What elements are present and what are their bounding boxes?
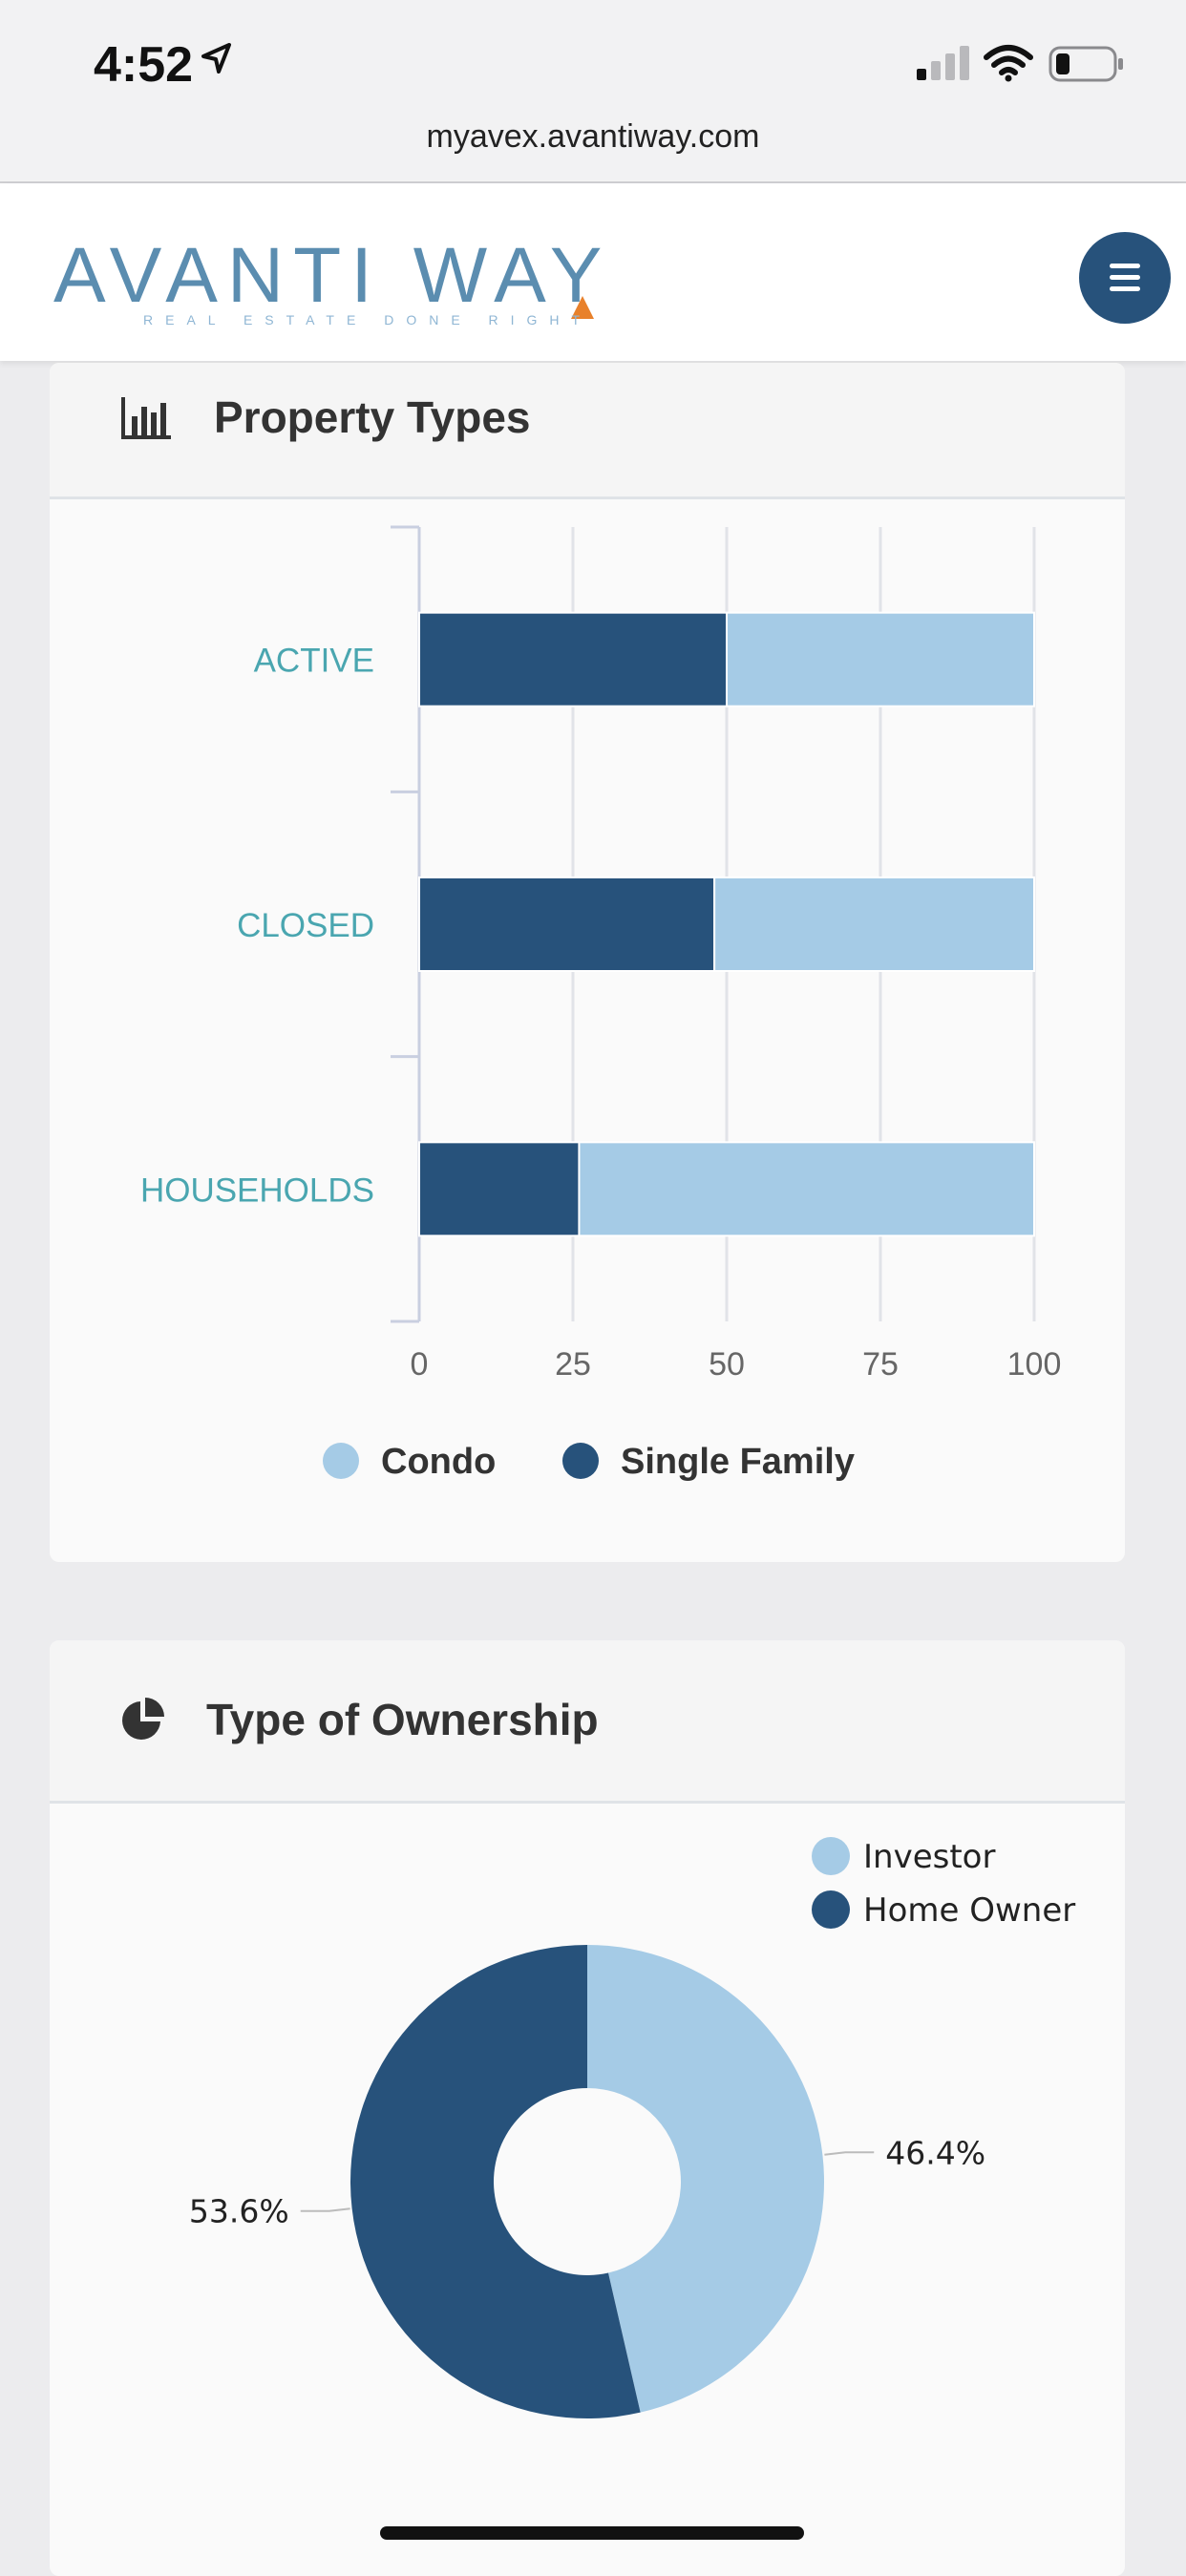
slice-investor	[587, 1945, 824, 2413]
property-types-card: Property Types 0 25 50 75 100 ACTIVE CLOSED HOU…	[50, 363, 1125, 1562]
x-tick-label: 75	[862, 1346, 899, 1383]
home-indicator[interactable]	[380, 2526, 804, 2540]
slice-value-label: 53.6%	[189, 2193, 289, 2230]
category-label: CLOSED	[237, 907, 374, 944]
ownership-chart: 46.4% 53.6% Investor Home Owner	[189, 1837, 1075, 2418]
bar-condo	[726, 611, 1035, 707]
browser-url-bar[interactable]	[0, 107, 1186, 183]
wifi-icon	[984, 45, 1033, 82]
x-tick-label: 25	[555, 1346, 591, 1383]
legend-label: Investor	[863, 1838, 995, 1876]
status-time: 4:52	[94, 37, 194, 93]
status-bar	[0, 0, 1186, 126]
site-header	[0, 183, 1186, 361]
bar-condo	[713, 876, 1035, 972]
location-arrow-icon	[201, 43, 231, 74]
slice-value-label: 46.4%	[885, 2134, 985, 2171]
legend-label: Home Owner	[863, 1891, 1075, 1930]
bar-chart-icon	[121, 397, 171, 439]
legend-swatch	[812, 1890, 850, 1929]
property-types-title: Property Types	[214, 392, 531, 442]
property-types-chart: 0 25 50 75 100 ACTIVE CLOSED HOUSEHOLDS Condo Sin…	[140, 525, 1062, 1482]
x-tick-label: 50	[709, 1346, 745, 1383]
property-types-header	[50, 363, 1125, 499]
bar-single-family	[418, 1141, 581, 1237]
cellular-signal-icon	[917, 46, 969, 80]
logo-triangle-icon	[571, 296, 594, 319]
slice-leader-line	[300, 2207, 350, 2212]
bar-single-family	[418, 876, 716, 972]
bar-single-family	[418, 611, 728, 707]
legend-label: Condo	[381, 1442, 496, 1482]
menu-button[interactable]	[1079, 232, 1171, 324]
x-tick-label: 100	[1007, 1346, 1062, 1383]
x-tick-label: 0	[411, 1346, 429, 1383]
ownership-card: Type of Ownership 46.4% 53.6% Investor Home…	[50, 1640, 1125, 2576]
url-text[interactable]: myavex.avantiway.com	[426, 118, 760, 155]
slice-home-owner	[349, 1945, 641, 2418]
legend-label: Single Family	[621, 1442, 855, 1482]
battery-icon	[1048, 46, 1123, 82]
legend-swatch	[323, 1443, 359, 1479]
bar-condo	[578, 1141, 1035, 1237]
ownership-header	[50, 1640, 1125, 1804]
logo-text: AVANTI WAY	[53, 239, 611, 319]
category-label: ACTIVE	[254, 643, 374, 680]
category-label: HOUSEHOLDS	[140, 1172, 374, 1209]
ownership-title: Type of Ownership	[206, 1695, 599, 1744]
legend-swatch	[812, 1837, 850, 1875]
avanti-way-logo[interactable]: AVANTI WAY REAL ESTATE DONE RIGHT	[50, 239, 670, 334]
slice-leader-line	[824, 2151, 875, 2156]
pie-chart-icon	[122, 1698, 164, 1740]
logo-tagline: REAL ESTATE DONE RIGHT	[143, 312, 592, 327]
legend-swatch	[562, 1443, 599, 1479]
hamburger-icon	[1110, 264, 1140, 291]
